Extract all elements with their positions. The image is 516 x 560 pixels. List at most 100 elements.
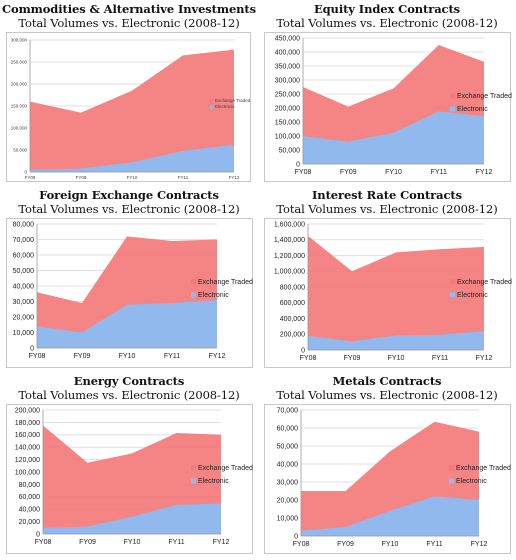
y-tick-label: 0 (296, 161, 300, 168)
chart-title: Energy Contracts (73, 374, 185, 388)
y-tick-label: 50,000 (13, 148, 27, 153)
y-tick-label: 20,000 (13, 314, 35, 321)
y-tick-label: 40,000 (277, 461, 299, 468)
legend-label-electronic: Electronic (457, 292, 488, 299)
y-tick-label: 400,000 (275, 49, 300, 56)
y-tick-label: 0 (301, 347, 305, 354)
y-tick-label: 1,200,000 (274, 253, 305, 260)
y-tick-label: 1,400,000 (274, 237, 305, 244)
x-tick-label: FY10 (382, 541, 399, 548)
y-tick-label: 140,000 (15, 445, 40, 452)
x-tick-label: FY11 (431, 169, 447, 176)
y-tick-label: 250,000 (11, 60, 28, 65)
electronic-area (301, 496, 479, 536)
legend-swatch-electronic (450, 292, 455, 298)
y-tick-label: 60,000 (13, 252, 35, 259)
y-tick-label: 120,000 (15, 457, 40, 464)
y-tick-label: 1,000,000 (274, 269, 305, 276)
y-tick-label: 300,000 (275, 77, 300, 84)
chart-title: Foreign Exchange Contracts (39, 188, 219, 202)
legend-swatch-exchange (449, 465, 454, 471)
y-tick-label: 0 (36, 531, 40, 538)
legend-swatch-electronic (450, 106, 455, 112)
chart-subtitle: Total Volumes vs. Electronic (2008-12) (18, 16, 240, 30)
y-tick-label: 50,000 (277, 443, 299, 450)
legend-swatch-exchange (210, 99, 213, 103)
y-tick-label: 0 (24, 170, 27, 175)
y-tick-label: 0 (294, 533, 298, 540)
x-tick-label: FY09 (344, 355, 361, 362)
y-tick-label: 600,000 (280, 300, 305, 307)
y-tick-label: 450,000 (275, 35, 300, 42)
y-tick-label: 200,000 (275, 105, 300, 112)
x-tick-label: FY10 (385, 169, 402, 176)
y-tick-label: 180,000 (15, 420, 40, 427)
x-tick-label: FY09 (337, 541, 354, 548)
chart-panel-commodities: Commodities & Alternative Investments To… (0, 0, 258, 186)
chart-panel-equity-index: Equity Index Contracts Total Volumes vs.… (258, 0, 516, 186)
y-tick-label: 70,000 (13, 237, 35, 244)
legend-label-exchange: Exchange Traded (457, 93, 512, 100)
y-tick-label: 20,000 (19, 519, 41, 526)
area-chart-commodities: 0 50,000 100,000 150,000 200,000 250,000 300,0… (6, 32, 251, 182)
legend-label-electronic: Electronic (198, 292, 229, 299)
electronic-area (30, 144, 234, 172)
legend-swatch-electronic (191, 478, 196, 484)
legend-swatch-electronic (449, 478, 454, 484)
legend-swatch-electronic (210, 105, 213, 109)
area-chart-interest-rate: 0 200,000 400,000 600,000 800,000 1,000,000 1,… (264, 218, 512, 368)
chart-subtitle: Total Volumes vs. Electronic (2008-12) (18, 388, 240, 402)
chart-subtitle: Total Volumes vs. Electronic (2008-12) (276, 388, 498, 402)
legend-label-exchange: Exchange Traded (198, 465, 253, 472)
chart-title: Interest Rate Contracts (312, 188, 462, 202)
legend-label-electronic: Electronic (198, 478, 229, 485)
legend-label-exchange: Exchange Traded (198, 279, 253, 286)
y-tick-label: 350,000 (275, 63, 300, 70)
chart-subtitle: Total Volumes vs. Electronic (2008-12) (18, 202, 240, 216)
x-tick-label: FY10 (119, 353, 136, 360)
x-tick-label: FY11 (168, 539, 184, 546)
y-tick-label: 150,000 (11, 104, 28, 109)
x-tick-label: FY11 (178, 175, 189, 180)
x-tick-label: FY08 (300, 355, 317, 362)
x-tick-label: FY08 (35, 539, 52, 546)
legend-label-exchange: Exchange Traded (457, 279, 512, 286)
y-tick-label: 100,000 (15, 469, 40, 476)
x-tick-label: FY10 (388, 355, 405, 362)
electronic-area (308, 331, 484, 350)
y-tick-label: 80,000 (19, 482, 41, 489)
electronic-area (303, 111, 484, 164)
chart-panel-metals: Metals Contracts Total Volumes vs. Elect… (258, 372, 516, 558)
legend-swatch-electronic (191, 292, 196, 298)
x-tick-label: FY12 (209, 353, 226, 360)
y-tick-label: 250,000 (275, 91, 300, 98)
y-tick-label: 30,000 (277, 479, 299, 486)
y-tick-label: 0 (30, 345, 34, 352)
y-tick-label: 100,000 (275, 133, 300, 140)
x-tick-label: FY09 (79, 539, 96, 546)
y-tick-label: 160,000 (15, 432, 40, 439)
legend-swatch-exchange (450, 93, 455, 99)
legend-label-electronic: Electronic (456, 478, 487, 485)
chart-title: Equity Index Contracts (313, 2, 461, 16)
y-tick-label: 80,000 (13, 221, 35, 228)
x-tick-label: FY12 (471, 541, 488, 548)
legend-label-exchange: Exchange Traded (215, 98, 251, 103)
x-tick-label: FY11 (426, 541, 442, 548)
x-tick-label: FY08 (29, 353, 46, 360)
y-tick-label: 200,000 (280, 332, 305, 339)
x-tick-label: FY11 (164, 353, 180, 360)
exchange-traded-area (308, 235, 484, 350)
y-tick-label: 300,000 (11, 38, 28, 43)
x-tick-label: FY12 (229, 175, 240, 180)
electronic-area (37, 299, 217, 348)
chart-subtitle: Total Volumes vs. Electronic (2008-12) (276, 202, 498, 216)
y-tick-label: 800,000 (280, 284, 305, 291)
y-tick-label: 40,000 (19, 507, 41, 514)
y-tick-label: 20,000 (277, 497, 299, 504)
y-tick-label: 1,600,000 (274, 221, 305, 228)
x-tick-label: FY08 (25, 175, 36, 180)
area-chart-metals: 0 10,000 20,000 30,000 40,000 50,000 60,000 70,… (264, 404, 511, 554)
legend-swatch-exchange (191, 279, 196, 285)
y-tick-label: 70,000 (277, 407, 299, 414)
